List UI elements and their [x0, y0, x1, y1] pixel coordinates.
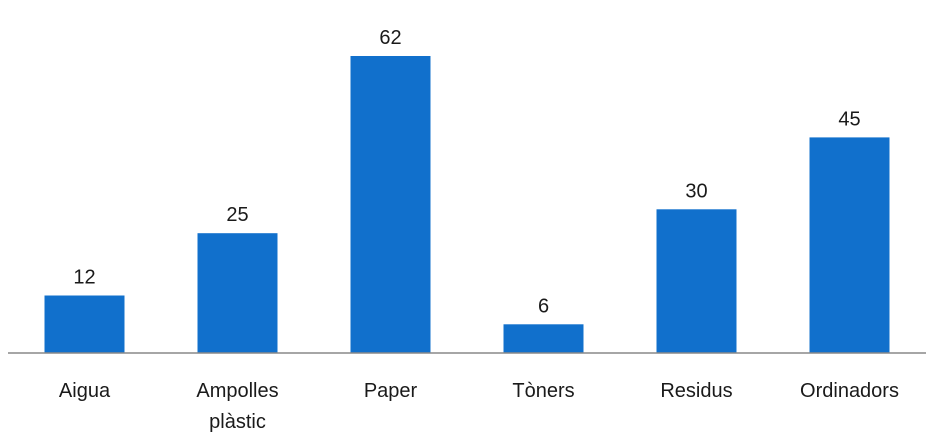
category-label-line: Paper	[364, 380, 418, 402]
category-label-3: Tòners	[512, 380, 574, 402]
bar-5	[809, 137, 890, 353]
category-label-5: Ordinadors	[800, 380, 899, 402]
value-label-4: 30	[685, 180, 707, 202]
category-label-line: Ampolles	[196, 380, 278, 402]
category-label-4: Residus	[660, 380, 732, 402]
value-label-0: 12	[73, 267, 95, 289]
value-label-1: 25	[226, 204, 248, 226]
category-label-line: plàstic	[209, 411, 266, 433]
bar-1	[197, 233, 278, 353]
category-label-1: Ampolles plàstic	[196, 380, 278, 433]
bars-group	[44, 56, 890, 353]
value-label-3: 6	[538, 295, 549, 317]
category-label-0: Aigua	[59, 380, 111, 402]
value-labels-group: 12 25 62 6 30 45	[73, 27, 860, 317]
value-label-2: 62	[379, 27, 401, 49]
category-label-line: Residus	[660, 380, 732, 402]
category-label-2: Paper	[364, 380, 418, 402]
category-label-line: Tòners	[512, 380, 574, 402]
category-label-line: Ordinadors	[800, 380, 899, 402]
bar-4	[656, 209, 737, 353]
bar-0	[44, 295, 125, 353]
category-label-line: Aigua	[59, 380, 111, 402]
category-labels-group: Aigua Ampolles plàstic Paper Tòners Residus Or…	[59, 380, 899, 433]
value-label-5: 45	[838, 108, 860, 130]
bar-3	[503, 324, 584, 353]
bar-2	[350, 56, 431, 353]
